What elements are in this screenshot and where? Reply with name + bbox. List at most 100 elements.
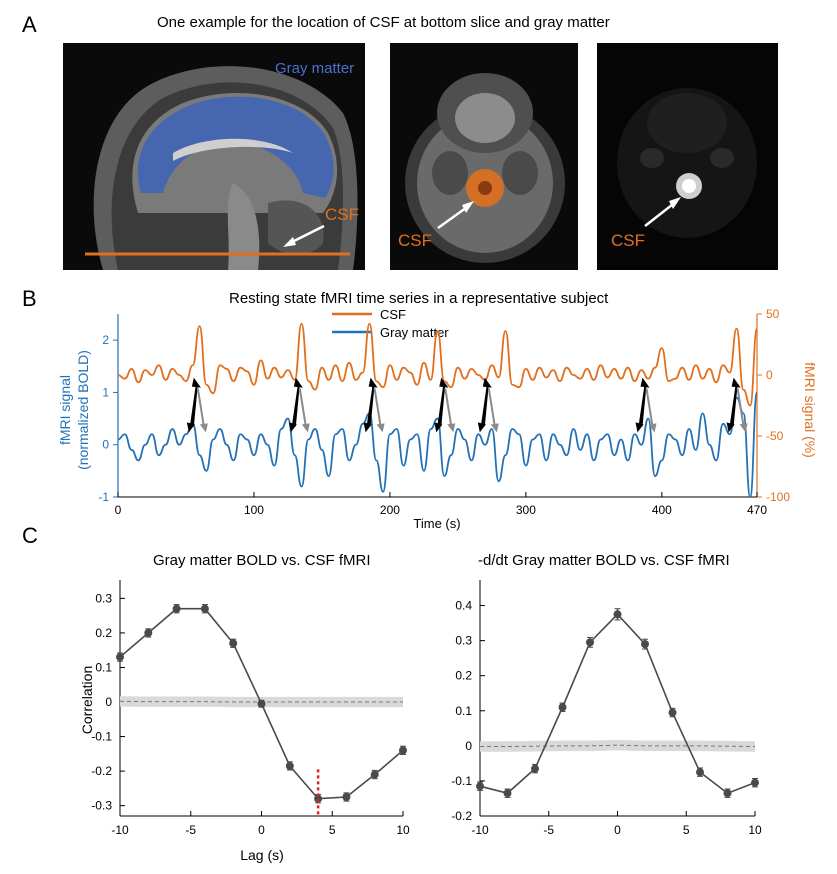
x-tick-label: 200 [380,503,400,517]
x-tick-label: 470 [747,503,767,517]
panel-b-xlabel: Time (s) [413,516,460,531]
x-tick-label: 0 [614,823,621,837]
x-tick-label: 5 [329,823,336,837]
down-arrow-gray-head [199,423,208,433]
null-mean-line [480,744,756,748]
up-arrow-head [731,377,741,388]
y-tick-label: 0.1 [95,660,112,674]
down-arrow-gray-head [739,423,748,433]
csf-series-line [117,322,758,407]
down-arrow-head [635,422,644,433]
down-arrow-black [189,384,198,427]
y-tick-label: -0.2 [451,809,472,823]
y-tick-label: 0 [105,695,112,709]
panel-b-ylabel-line1: fMRI signal [57,375,73,445]
down-arrow-head [186,422,195,433]
down-arrow-black [638,384,647,427]
right-y-tick-label: 50 [766,307,780,321]
legend-csf-label: CSF [380,307,406,322]
right-y-tick-label: -50 [766,429,784,443]
down-arrow-gray-head [648,423,657,433]
data-point [144,628,153,637]
down-arrow-black [729,384,738,427]
y-tick-label: 0 [465,739,472,753]
x-tick-label: 400 [652,503,672,517]
down-arrow-gray-head [376,423,385,433]
data-point [342,793,351,801]
down-arrow-gray-head [447,423,456,433]
down-arrow-gray [298,388,307,427]
down-arrow-black [437,384,446,427]
y-tick-label: -0.3 [91,799,112,813]
up-arrow-head [191,377,201,388]
down-arrow-head [477,422,486,433]
y-tick-label: 0.2 [455,669,472,683]
y-tick-label: 0.3 [95,591,112,605]
panel-c-xlabel: Lag (s) [240,847,284,863]
down-arrow-head [288,422,297,433]
gray-matter-overlay [137,96,334,198]
data-point [229,639,238,648]
axial-mri-image [390,43,578,270]
left-y-tick-label: 0 [102,438,109,452]
x-tick-label: 100 [244,503,264,517]
data-point [200,604,209,613]
csf-label-axial: CSF [398,231,432,250]
data-point [116,653,124,662]
down-arrow-head [434,422,443,433]
panel-c-left-title: Gray matter BOLD vs. CSF fMRI [153,552,371,569]
data-point [314,794,323,803]
data-point [613,610,622,619]
x-tick-label: -10 [111,823,129,837]
down-arrow-gray-head [490,423,499,433]
data-point [696,768,704,777]
x-tick-label: 0 [115,503,122,517]
y-tick-label: -0.1 [91,730,112,744]
gray-matter-label: Gray matter [275,60,355,77]
x-tick-label: 5 [683,823,690,837]
down-arrow-black [366,384,375,427]
correlation-line [479,613,756,795]
panel-b-ylabel-line2: (normalized BOLD) [75,350,91,470]
x-tick-label: 0 [258,823,265,837]
y-tick-label: -0.2 [91,764,112,778]
data-point [558,703,567,712]
down-arrow-gray [736,388,745,427]
right-y-tick-label: 0 [766,368,773,382]
left-y-tick-label: 2 [102,333,109,347]
panel-c-letter: C [22,523,38,548]
data-point [476,782,484,791]
y-tick-label: 0.4 [455,599,472,613]
up-arrow-head [640,377,650,388]
up-arrow-head [482,377,492,388]
down-arrow-gray [373,388,382,427]
panel-b-right-ylabel-svg: fMRI signal (%) [802,362,818,458]
functional-mri-image [597,43,778,270]
up-arrow-head [439,377,449,388]
data-point [723,789,732,798]
csf-label-sagittal: CSF [325,205,359,224]
down-arrow-black [291,384,300,427]
up-arrow-head [293,377,303,388]
x-tick-label: -10 [471,823,489,837]
data-point [751,778,759,787]
data-point [586,638,594,647]
panel-b-letter: B [22,286,37,311]
correlation-charts: 0.3 0.2 0.1 0 -0.1 -0.2 -0.3 -10 -5 0 5 10 0.4 0.3 0.… [79,580,762,863]
data-point [641,640,649,649]
x-tick-label: -5 [543,823,554,837]
x-tick-label: 10 [396,823,410,837]
left-y-tick-label: -1 [98,490,109,504]
data-point [172,604,181,613]
panel-b-right-ylabel: fMRI signal (%) [802,362,818,458]
data-point [531,764,539,773]
down-arrow-head [726,422,735,433]
down-arrow-black [480,384,489,427]
x-tick-label: 300 [516,503,536,517]
data-point [285,761,294,770]
gray-matter-series-line [117,391,758,498]
data-point [399,746,407,755]
data-point [257,699,266,708]
legend-gm-label: Gray matter [380,325,449,340]
x-tick-label: 10 [748,823,762,837]
